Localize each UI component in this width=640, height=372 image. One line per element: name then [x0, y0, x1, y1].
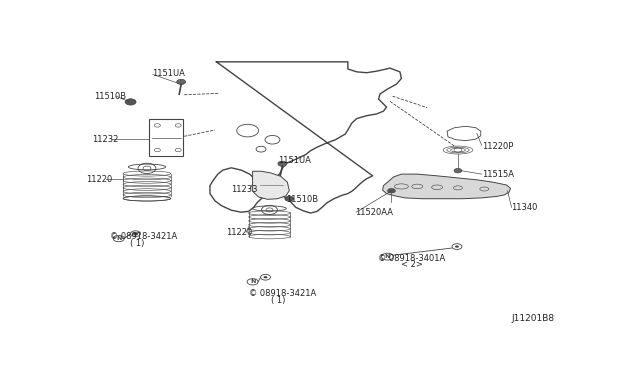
Text: < 2>: < 2> — [401, 260, 423, 269]
Circle shape — [264, 276, 268, 278]
Text: © 08918-3401A: © 08918-3401A — [378, 254, 445, 263]
Text: © 08918-3421A: © 08918-3421A — [249, 289, 316, 298]
Text: 11510B: 11510B — [286, 195, 318, 204]
Text: 11220: 11220 — [227, 228, 253, 237]
Circle shape — [177, 79, 186, 84]
Text: 1151UA: 1151UA — [152, 69, 185, 78]
Circle shape — [125, 99, 136, 105]
Circle shape — [278, 161, 287, 166]
Text: 11233: 11233 — [231, 185, 258, 194]
Circle shape — [454, 169, 462, 173]
Text: 11520AA: 11520AA — [355, 208, 393, 217]
Circle shape — [455, 246, 459, 248]
Text: N: N — [116, 236, 122, 241]
Text: 11515A: 11515A — [482, 170, 514, 179]
Text: J11201B8: J11201B8 — [511, 314, 555, 323]
Text: 11220P: 11220P — [482, 142, 513, 151]
Circle shape — [388, 189, 396, 193]
Text: N: N — [250, 279, 255, 284]
Text: 11510B: 11510B — [94, 92, 126, 101]
Polygon shape — [383, 174, 511, 199]
Text: © 08918-3421A: © 08918-3421A — [110, 232, 177, 241]
Text: N: N — [385, 254, 390, 259]
Polygon shape — [253, 171, 289, 199]
Bar — [150, 119, 183, 156]
Text: 1151UA: 1151UA — [278, 156, 311, 165]
Text: 11220: 11220 — [86, 175, 112, 184]
Text: 11340: 11340 — [511, 203, 538, 212]
Text: 11232: 11232 — [92, 135, 119, 144]
Circle shape — [133, 232, 138, 235]
Circle shape — [285, 196, 294, 201]
Text: ( 1): ( 1) — [129, 239, 144, 248]
Text: ( 1): ( 1) — [271, 296, 285, 305]
